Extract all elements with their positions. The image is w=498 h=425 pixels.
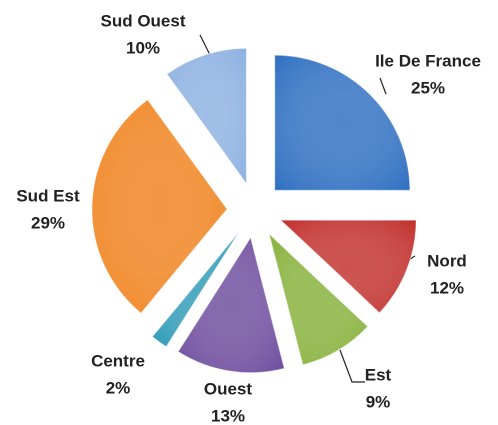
category-label: Ile De France: [375, 51, 481, 70]
value-label: 12%: [430, 278, 464, 297]
slice-shade: [269, 234, 368, 365]
value-label: 29%: [31, 213, 65, 232]
slice-shade: [92, 99, 228, 314]
category-label: Sud Est: [16, 186, 80, 205]
category-label: Sud Ouest: [100, 11, 185, 30]
category-label: Ouest: [204, 379, 253, 398]
leader-line: [339, 349, 365, 383]
value-label: 2%: [106, 378, 131, 397]
value-label: 25%: [411, 78, 445, 97]
leader-line: [379, 77, 387, 95]
slice-shade: [166, 48, 247, 184]
value-label: 9%: [366, 392, 391, 411]
leader-line: [199, 34, 211, 56]
slice-shade: [274, 55, 410, 191]
category-label: Est: [365, 365, 392, 384]
category-label: Nord: [427, 251, 467, 270]
category-label: Centre: [91, 351, 145, 370]
value-label: 13%: [211, 406, 245, 425]
value-label: 10%: [126, 38, 160, 57]
slice-shade: [152, 232, 239, 347]
slice-shade: [178, 237, 285, 373]
slice-shade: [281, 220, 417, 313]
